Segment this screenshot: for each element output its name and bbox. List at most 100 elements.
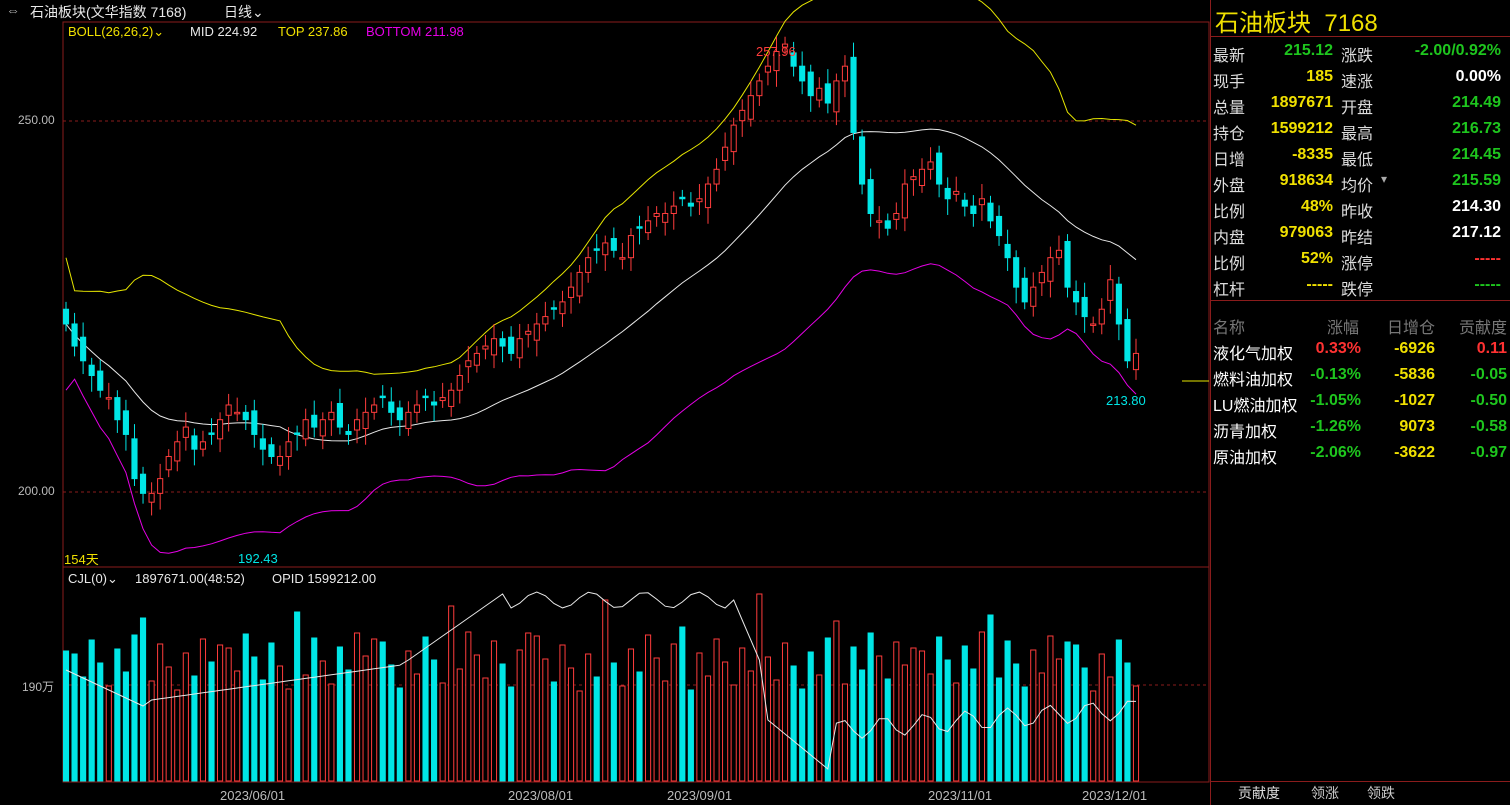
volume-bar: [422, 636, 429, 782]
title-bar: ⇔ 石油板块(文华指数 7168) 日线⌄: [0, 0, 1210, 22]
quote-row: 外盘 918634 均价 215.59 ▾: [1211, 169, 1510, 195]
volume-bar: [405, 650, 412, 782]
col-pct: 涨幅: [1327, 320, 1360, 337]
volume-bar: [850, 646, 857, 782]
candle-body: [653, 212, 660, 217]
candle-body: [1030, 286, 1037, 307]
quote-row: 日增 -8335 最低 214.45: [1211, 143, 1510, 169]
col-contrib: 贡献度: [1459, 320, 1508, 337]
candle-body: [490, 338, 498, 356]
quote-label: 最低: [1341, 152, 1374, 169]
candle-body: [756, 80, 763, 97]
quote-value: -----: [1306, 276, 1333, 293]
quote-label: 跌停: [1341, 282, 1374, 299]
tab-top-gainers[interactable]: 领涨: [1311, 785, 1339, 801]
quote-label: 均价: [1341, 178, 1374, 195]
volume-bar: [807, 651, 814, 782]
tab-contribution[interactable]: 贡献度: [1227, 783, 1291, 803]
candle-body: [585, 257, 592, 273]
col-inc: 日增仓: [1387, 320, 1436, 337]
candle-body: [439, 397, 446, 402]
volume-bar: [1064, 641, 1071, 782]
candle-body: [713, 168, 720, 185]
volume-bar: [1124, 662, 1131, 782]
contrib-pct: -1.05%: [1310, 392, 1361, 409]
candle-body: [1004, 243, 1011, 259]
contrib-row[interactable]: 燃料油加权 -0.13% -5836 -0.05: [1211, 363, 1510, 389]
volume-bar: [756, 593, 763, 782]
candle-body: [533, 323, 540, 341]
quote-label: 开盘: [1341, 100, 1374, 117]
quote-value: 48%: [1300, 198, 1333, 215]
volume-bar: [645, 634, 652, 782]
volume-bar: [439, 682, 446, 782]
candle-body: [704, 183, 712, 209]
volume-bar: [157, 643, 164, 782]
boll-mid-line: [65, 128, 1137, 442]
volume-bar: [165, 666, 172, 782]
volume-bar: [687, 689, 694, 782]
kline-chart[interactable]: [0, 0, 1210, 805]
volume-bar: [730, 684, 737, 782]
volume-bar: [859, 669, 866, 782]
volume-indicator[interactable]: CJL(0)⌄: [68, 571, 118, 587]
volume-bar: [944, 659, 951, 782]
x-tick: 2023/09/01: [667, 788, 733, 803]
contrib-row[interactable]: 沥青加权 -1.26% 9073 -0.58: [1211, 415, 1510, 441]
volume-bar: [1004, 640, 1011, 782]
candle-body: [1038, 271, 1045, 284]
candle-body: [413, 404, 421, 413]
candle-body: [542, 316, 549, 325]
candle-body: [157, 478, 164, 494]
candle-body: [353, 419, 361, 431]
quote-label: 昨结: [1341, 230, 1374, 247]
candle-body: [328, 411, 335, 421]
candle-body: [550, 307, 557, 310]
candle-body: [978, 198, 985, 206]
volume-bar: [953, 682, 960, 782]
instrument-title[interactable]: 石油板块(文华指数 7168): [30, 4, 187, 20]
quote-value: 979063: [1279, 224, 1333, 241]
period-selector[interactable]: 日线⌄: [224, 2, 264, 22]
volume-bar: [311, 637, 318, 782]
volume-bar: [490, 640, 498, 782]
candle-body: [516, 338, 523, 359]
link-icon[interactable]: ⇔: [6, 2, 20, 18]
volume-bar: [1081, 667, 1088, 782]
volume-bar: [448, 605, 455, 782]
volume-bar: [636, 671, 643, 782]
contrib-value: -0.58: [1470, 418, 1507, 435]
candle-body: [199, 441, 207, 450]
candle-body: [379, 395, 386, 399]
volume-bar: [148, 680, 155, 782]
volume-bar: [576, 690, 583, 782]
contrib-row[interactable]: 原油加权 -2.06% -3622 -0.97: [1211, 441, 1510, 467]
candle-body: [217, 419, 224, 440]
volume-bar: [653, 657, 660, 782]
volume-bar: [499, 663, 506, 782]
boll-indicator[interactable]: BOLL(26,26,2)⌄: [68, 24, 164, 40]
contrib-pct: 0.33%: [1315, 340, 1361, 357]
candle-body: [431, 401, 438, 406]
volume-bar: [722, 661, 729, 782]
quote-value: 0.00%: [1455, 68, 1501, 85]
contrib-pct: -2.06%: [1310, 444, 1361, 461]
candle-body: [918, 168, 926, 187]
candle-body: [781, 43, 789, 48]
volume-bar: [593, 676, 600, 782]
volume-bar: [987, 614, 994, 782]
quote-row: 比例 52% 涨停 -----: [1211, 247, 1510, 273]
candle-body: [850, 56, 857, 133]
candle-body: [259, 438, 266, 450]
candle-body: [602, 242, 609, 256]
contrib-inc: -1027: [1394, 392, 1435, 409]
tab-top-losers[interactable]: 领跌: [1367, 785, 1395, 801]
candle-body: [722, 146, 729, 161]
boll-bottom-line: [65, 263, 1137, 554]
contrib-row[interactable]: 液化气加权 0.33% -6926 0.11: [1211, 337, 1510, 363]
contrib-row[interactable]: LU燃油加权 -1.05% -1027 -0.50: [1211, 389, 1510, 415]
quote-label: 现手: [1213, 74, 1246, 91]
candle-body: [1098, 308, 1105, 325]
dropdown-icon[interactable]: ▾: [1381, 172, 1388, 186]
volume-bar: [662, 680, 669, 782]
